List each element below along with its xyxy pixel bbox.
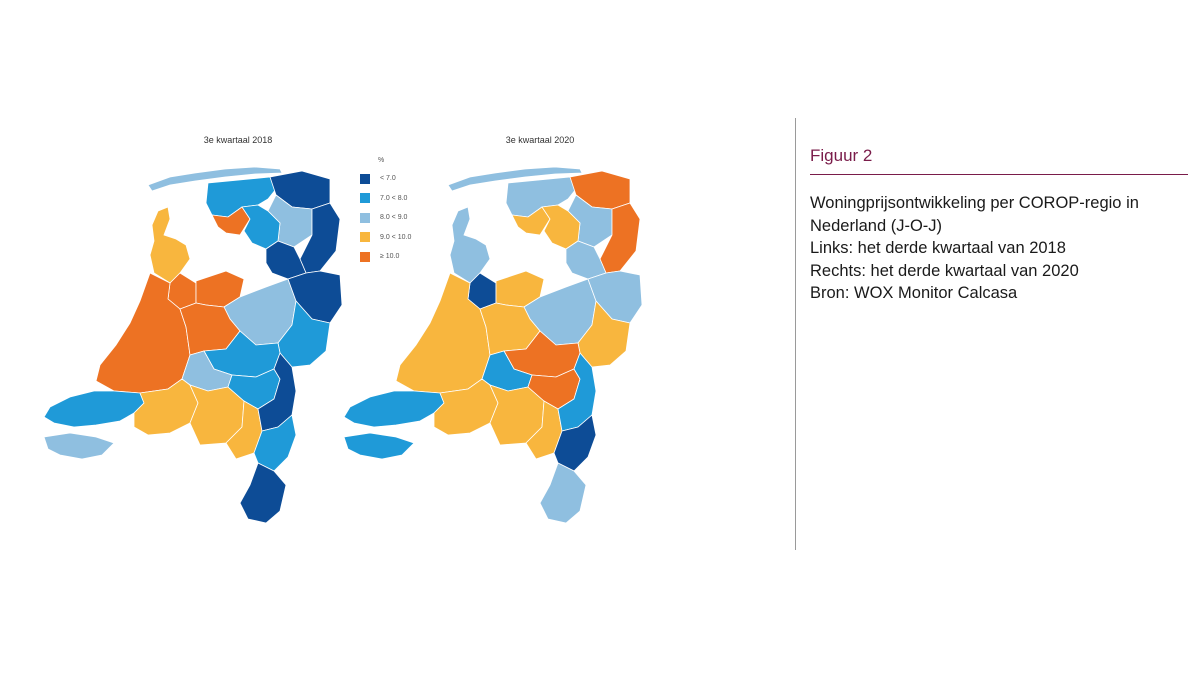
figure-label: Figuur 2: [810, 146, 873, 165]
map-title-2020: 3e kwartaal 2020: [505, 135, 575, 145]
legend-label: < 7.0: [380, 175, 396, 183]
region-zwolle: [565, 240, 607, 280]
map-2018: [43, 166, 343, 524]
legend-swatch: [360, 232, 370, 243]
caption-line: Bron: WOX Monitor Calcasa: [810, 284, 1018, 302]
legend-item: 7.0 < 8.0: [360, 189, 411, 209]
region-noord-holland-noord: [449, 206, 491, 284]
region-zuidwest-friesland: [511, 206, 551, 236]
figure-rule: [810, 174, 1188, 175]
legend-swatch: [360, 251, 370, 262]
region-west-brabant: [433, 378, 499, 436]
legend-unit: %: [378, 157, 385, 164]
legend-item: 9.0 < 10.0: [360, 228, 411, 248]
figure-caption: Woningprijsontwikkeling per COROP-regio …: [810, 192, 1195, 305]
legend-label: 9.0 < 10.0: [380, 233, 412, 241]
region-zeeuws-vlaanderen: [43, 432, 115, 460]
legend-label: 8.0 < 9.0: [380, 214, 408, 222]
legend-swatch: [360, 193, 370, 204]
legend-label: ≥ 10.0: [380, 253, 400, 261]
region-zeeuws-vlaanderen: [343, 432, 415, 460]
region-zuid-limburg: [239, 462, 287, 524]
region-zwolle: [265, 240, 307, 280]
region-zuidwest-friesland: [211, 206, 251, 236]
region-zeeland: [343, 390, 445, 428]
legend-label: 7.0 < 8.0: [380, 194, 408, 202]
legend-item: < 7.0: [360, 169, 411, 189]
region-waddeneilanden: [447, 166, 583, 192]
legend-item: ≥ 10.0: [360, 247, 411, 267]
caption-line: Links: het derde kwartaal van 2018: [810, 239, 1066, 257]
caption-line: Rechts: het derde kwartaal van 2020: [810, 261, 1079, 280]
map-title-2018: 3e kwartaal 2018: [203, 135, 273, 145]
region-zuid-limburg: [539, 462, 587, 524]
region-midden-limburg: [253, 414, 297, 472]
caption-line: Nederland (J-O-J): [810, 216, 943, 235]
region-waddeneilanden: [147, 166, 283, 192]
region-achterhoek: [277, 300, 331, 368]
caption-line: Woningprijsontwikkeling per COROP-regio …: [810, 194, 1139, 212]
legend: % < 7.0 7.0 < 8.0 8.0 < 9.0 9.0 < 10.0 ≥ 10.…: [360, 157, 411, 267]
region-achterhoek: [577, 300, 631, 368]
legend-swatch: [360, 212, 370, 223]
region-zeeland: [43, 390, 145, 428]
map-2020: [343, 166, 643, 524]
legend-item: 8.0 < 9.0: [360, 208, 411, 228]
region-west-brabant: [133, 378, 199, 436]
region-midden-limburg: [553, 414, 597, 472]
divider: [795, 118, 796, 550]
region-noord-holland-noord: [149, 206, 191, 284]
legend-swatch: [360, 173, 370, 184]
